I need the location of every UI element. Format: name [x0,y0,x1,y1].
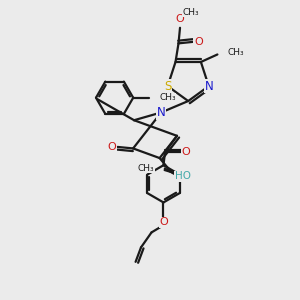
Text: CH₃: CH₃ [137,164,154,173]
Text: O: O [159,217,168,227]
Text: N: N [157,106,166,119]
Text: O: O [108,142,116,152]
Text: O: O [182,147,190,157]
Text: CH₃: CH₃ [228,48,244,57]
Text: CH₃: CH₃ [182,8,199,17]
Text: N: N [204,80,213,93]
Text: O: O [194,37,203,47]
Text: S: S [164,80,171,93]
Text: HO: HO [175,171,190,181]
Text: O: O [176,14,184,24]
Text: CH₃: CH₃ [159,93,176,102]
